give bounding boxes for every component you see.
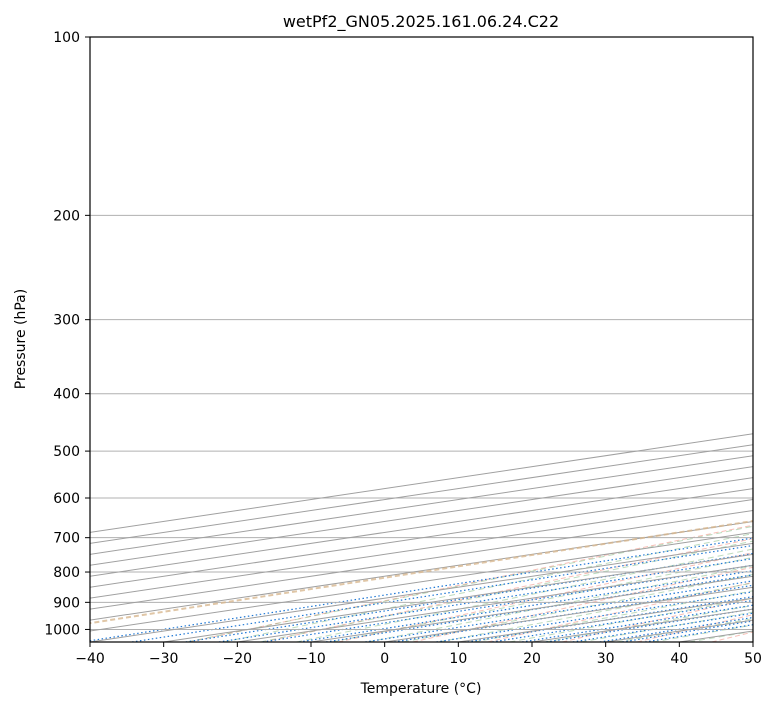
moist-adiabat (296, 548, 753, 642)
isotherm-line (90, 433, 753, 533)
moist-adiabats (187, 525, 753, 642)
y-tick-label: 700 (53, 531, 80, 547)
moist-adiabat (223, 532, 753, 642)
x-tick-label: −20 (223, 651, 253, 667)
y-axis-label: Pressure (hPa) (13, 289, 29, 389)
dry-adiabat (188, 524, 753, 642)
moist-adiabat (331, 556, 753, 642)
isotherm-line (531, 608, 753, 642)
mixing-ratio-line (218, 557, 753, 642)
y-tick-label: 200 (53, 208, 80, 224)
x-tick-label: 40 (670, 651, 688, 667)
isotherm-line (752, 641, 753, 642)
isotherm-line (458, 597, 753, 642)
reference-adiabat (90, 520, 753, 625)
isotherm-line (90, 466, 753, 566)
isotherm-line (90, 455, 753, 555)
y-tick-label: 100 (53, 30, 80, 46)
dry-adiabat (263, 538, 753, 642)
isotherm-line (90, 499, 753, 599)
pressure-gridlines (90, 37, 753, 630)
y-tick-label: 900 (53, 595, 80, 611)
moist-adiabat (438, 582, 753, 642)
isotherm-line (679, 630, 753, 642)
isotherm-line (90, 520, 753, 621)
x-axis-label: Temperature (°C) (360, 681, 482, 697)
moist-adiabat (403, 573, 753, 642)
y-tick-label: 600 (53, 491, 80, 507)
mixing-ratio-lines (90, 537, 753, 642)
mixing-ratio-line (299, 570, 753, 642)
y-tick-label: 400 (53, 387, 80, 403)
moist-adiabat (580, 611, 753, 642)
x-tick-label: −10 (296, 651, 326, 667)
isotherm-line (90, 531, 753, 632)
x-tick-label: −40 (75, 651, 105, 667)
skewed-isotherms (90, 433, 753, 642)
x-tick-label: 20 (523, 651, 541, 667)
mixing-ratio-line (325, 574, 753, 642)
x-tick-label: −30 (149, 651, 179, 667)
isotherm-line (90, 488, 753, 588)
x-tick-label: 0 (380, 651, 389, 667)
y-tick-label: 300 (53, 313, 80, 329)
zero-isotherm-curve (90, 520, 753, 625)
mixing-ratio-line (262, 564, 753, 642)
mixing-ratio-line (365, 580, 753, 642)
plot-area: 0.10.20.40.611.52346810131620253036-100-… (90, 37, 753, 642)
mixing-ratio-line (572, 612, 753, 642)
x-tick-label: 30 (597, 651, 615, 667)
dry-adiabat (711, 631, 753, 642)
dry-adiabat (562, 597, 753, 642)
plot-frame (89, 36, 754, 643)
isotherm-line (384, 586, 753, 642)
mixing-ratio-line (90, 537, 753, 642)
y-tick-label: 1000 (44, 622, 80, 638)
y-tick-label: 800 (53, 565, 80, 581)
mixing-ratio-line (185, 552, 753, 642)
x-axis: −40 −30 −20 −10 0 10 20 30 40 50 (75, 642, 762, 667)
dry-adiabat (636, 614, 753, 642)
dry-adiabat (412, 566, 753, 642)
dry-adiabats (188, 524, 753, 642)
y-tick-label: 500 (53, 444, 80, 460)
y-axis: 100 200 300 400 500 600 700 800 900 1000 (44, 30, 90, 638)
isotherm-line (90, 509, 753, 610)
isotherm-line (90, 477, 753, 577)
x-tick-label: 50 (744, 651, 762, 667)
moist-adiabat (616, 618, 753, 642)
chart-title: wetPf2_GN05.2025.161.06.24.C22 (283, 12, 559, 32)
x-tick-label: 10 (449, 651, 467, 667)
moist-adiabat (473, 590, 753, 642)
moist-adiabat (509, 597, 753, 642)
isotherm-line (90, 444, 753, 544)
isotherm-line (90, 542, 753, 642)
